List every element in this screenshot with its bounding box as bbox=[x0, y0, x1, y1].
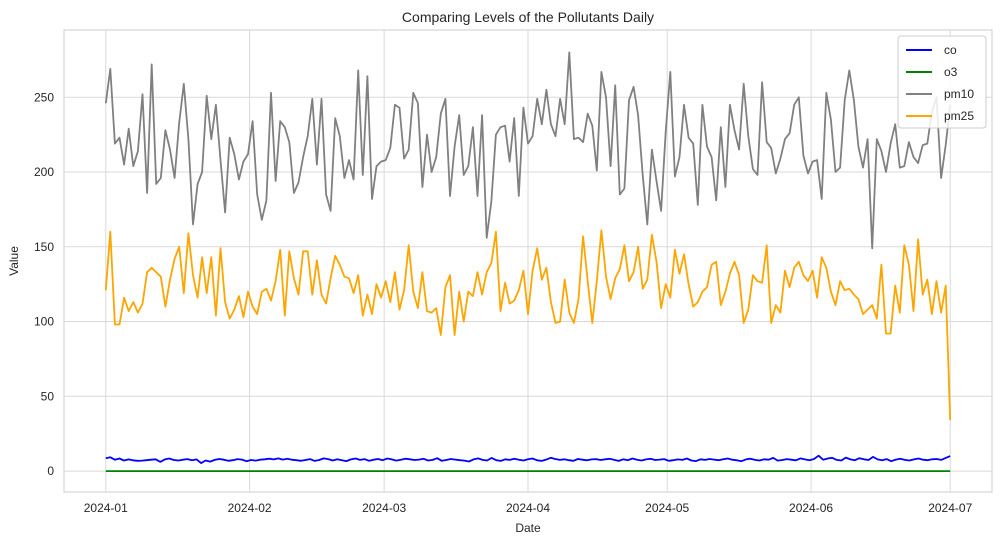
x-tick-label: 2024-05 bbox=[645, 501, 689, 515]
x-tick-label: 2024-03 bbox=[362, 501, 406, 515]
x-axis: 2024-01 2024-02 2024-03 2024-04 2024-05 2024-… bbox=[84, 501, 973, 515]
y-tick-label: 50 bbox=[41, 389, 55, 403]
y-axis-title: Value bbox=[7, 246, 21, 276]
legend-label-pm10: pm10 bbox=[944, 87, 974, 101]
y-tick-label: 0 bbox=[47, 464, 54, 478]
legend: co o3 pm10 pm25 bbox=[897, 35, 987, 129]
x-tick-label: 2024-04 bbox=[506, 501, 550, 515]
chart-title: Comparing Levels of the Pollutants Daily bbox=[402, 9, 654, 25]
x-tick-label: 2024-07 bbox=[928, 501, 972, 515]
y-tick-label: 100 bbox=[34, 315, 54, 329]
y-axis: 0 50 100 150 200 250 bbox=[34, 90, 54, 478]
series-line-pm10 bbox=[104, 51, 952, 250]
legend-label-co: co bbox=[944, 43, 957, 57]
legend-box bbox=[897, 35, 987, 129]
x-tick-label: 2024-02 bbox=[228, 501, 272, 515]
y-tick-label: 250 bbox=[34, 90, 54, 104]
legend-label-pm25: pm25 bbox=[944, 109, 974, 123]
plot-area bbox=[63, 29, 993, 493]
series-line-pm25 bbox=[104, 229, 952, 421]
series-layer bbox=[104, 51, 952, 473]
series-line-co bbox=[105, 454, 951, 465]
y-tick-label: 150 bbox=[34, 240, 54, 254]
legend-label-o3: o3 bbox=[944, 65, 958, 79]
y-tick-label: 200 bbox=[34, 165, 54, 179]
x-tick-label: 2024-01 bbox=[84, 501, 128, 515]
x-tick-label: 2024-06 bbox=[789, 501, 833, 515]
x-axis-title: Date bbox=[515, 521, 541, 535]
